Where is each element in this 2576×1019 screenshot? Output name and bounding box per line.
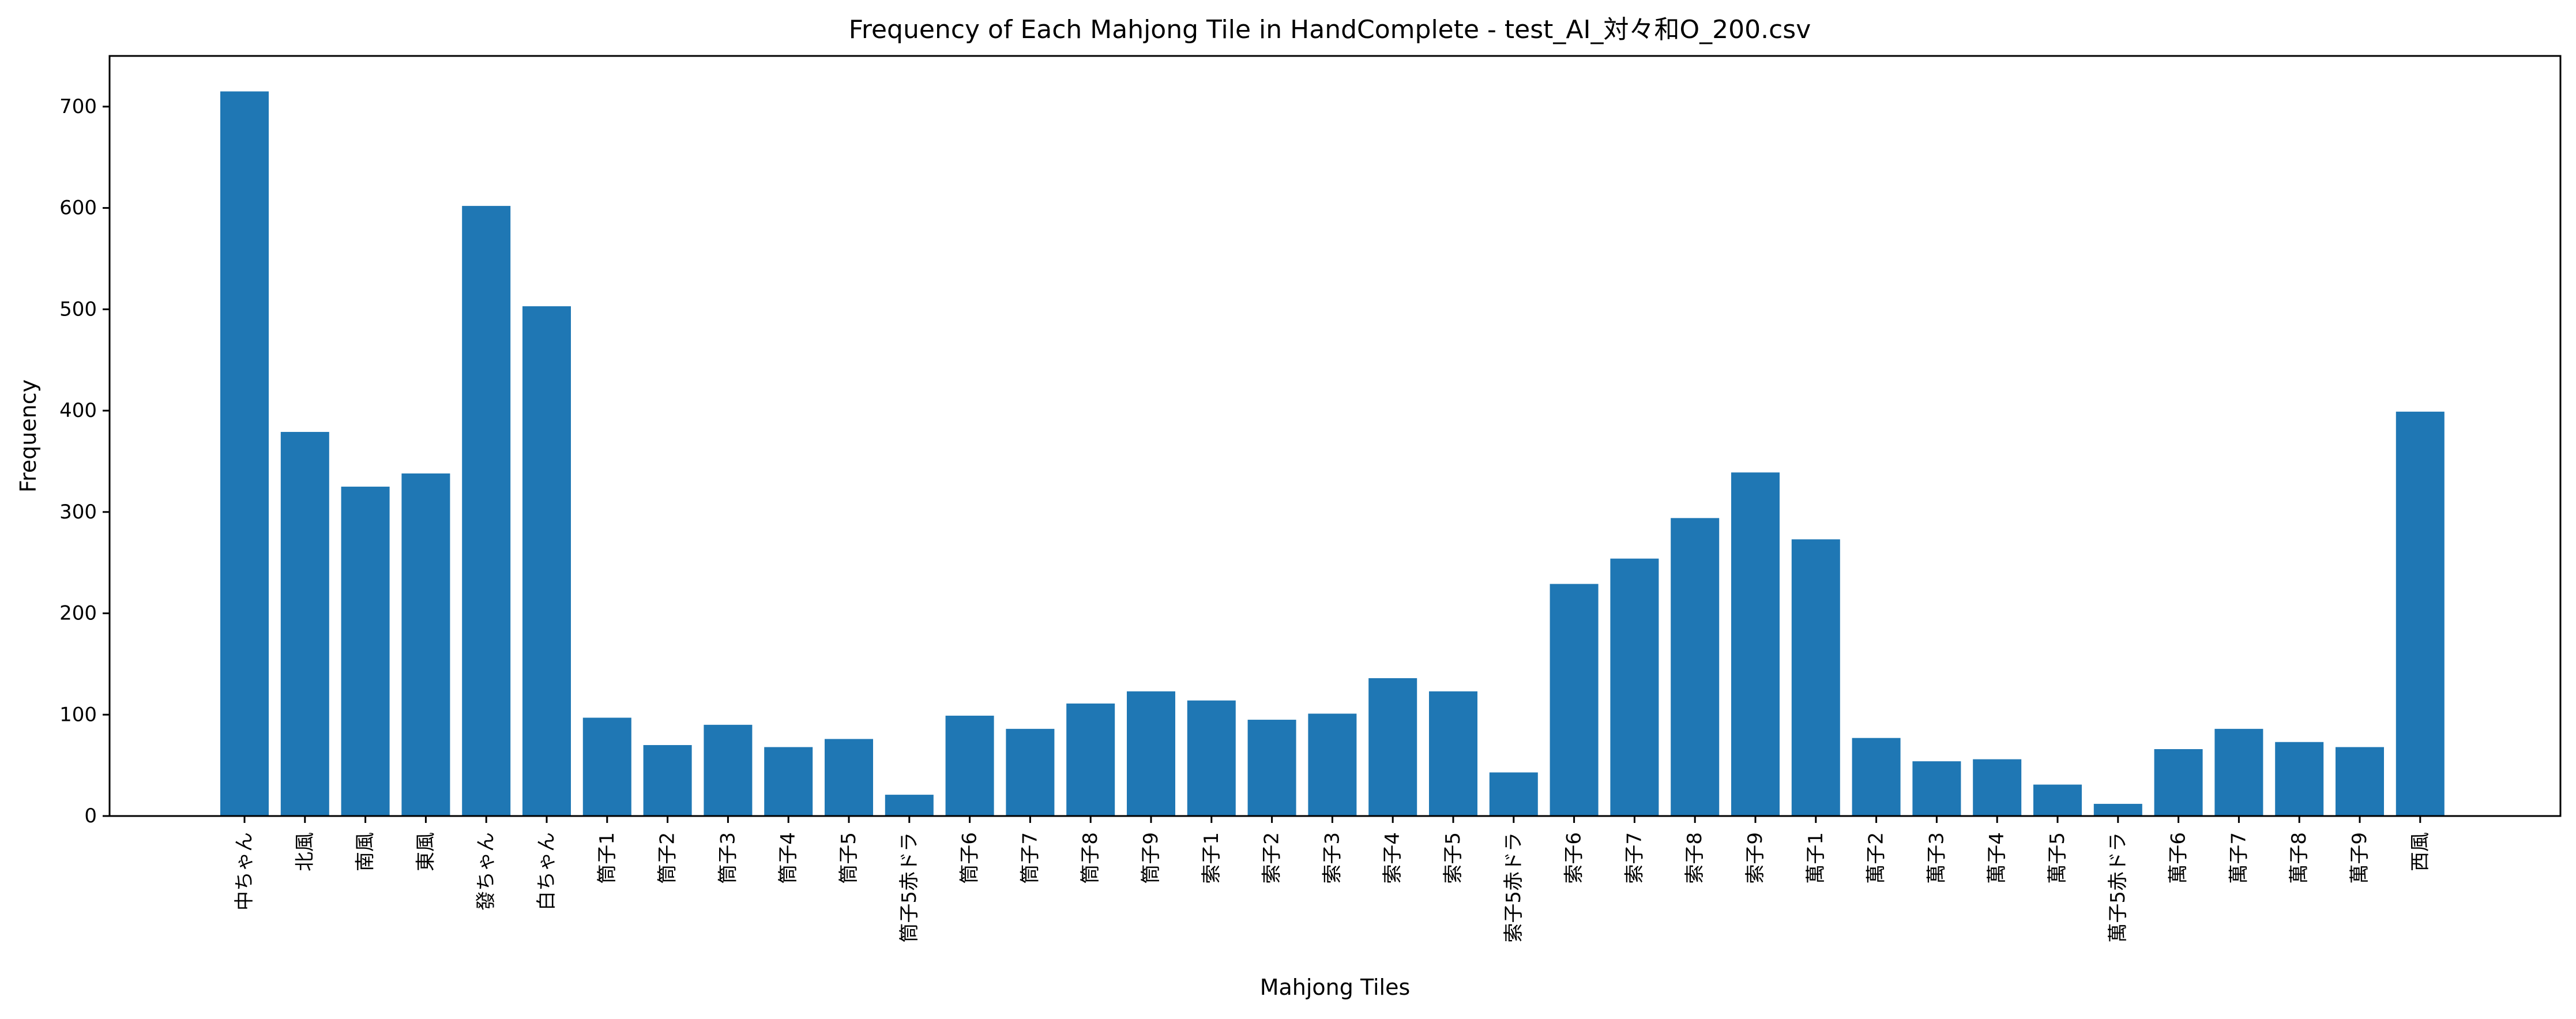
bar	[1973, 759, 2022, 816]
bar	[825, 739, 873, 816]
bar	[1429, 691, 1477, 816]
x-tick-label: 萬子9	[2348, 832, 2371, 884]
bar	[1187, 700, 1236, 816]
x-tick-label: 索子7	[1623, 832, 1646, 884]
x-tick-label: 索子5	[1442, 832, 1465, 884]
x-tick-label: 索子2	[1261, 832, 1284, 884]
bar	[1127, 691, 1175, 816]
x-tick-label: 萬子7	[2227, 832, 2250, 884]
x-tick-label: 中ちゃん	[233, 832, 256, 911]
x-tick-label: 萬子1	[1804, 832, 1827, 884]
chart-title: Frequency of Each Mahjong Tile in HandCo…	[849, 15, 1811, 44]
x-tick-label: 筒子2	[656, 832, 679, 884]
bar	[2336, 747, 2384, 816]
bar	[1308, 713, 1357, 816]
x-tick-label: 索子6	[1563, 832, 1586, 884]
bar	[2093, 803, 2142, 816]
bar	[1066, 703, 1115, 816]
bar	[220, 91, 269, 816]
bar	[280, 431, 329, 816]
y-tick-label: 0	[84, 804, 97, 828]
x-tick-label: 東風	[414, 832, 437, 871]
x-tick-label: 南風	[354, 832, 377, 871]
y-axis-label: Frequency	[16, 379, 41, 492]
bar	[2154, 749, 2203, 816]
x-axis-label: Mahjong Tiles	[1260, 975, 1411, 1000]
bar	[1006, 728, 1055, 816]
x-tick-label: 筒子1	[596, 832, 619, 884]
y-tick-label: 300	[59, 501, 97, 524]
bar	[764, 747, 813, 816]
bar	[643, 744, 692, 816]
y-tick-label: 700	[59, 95, 97, 118]
bars-group	[220, 91, 2445, 816]
bar	[1671, 518, 1720, 816]
x-tick-label: 筒子8	[1079, 832, 1102, 884]
y-tick-label: 200	[59, 602, 97, 625]
x-tick-label: 索子9	[1744, 832, 1767, 884]
x-tick-label: 筒子5赤ドラ	[898, 832, 921, 943]
x-tick-label: 筒子5	[837, 832, 860, 884]
bar	[1550, 584, 1599, 816]
x-tick-label: 西風	[2409, 832, 2432, 871]
bar	[1489, 772, 1538, 816]
x-tick-label: 索子5赤ドラ	[1502, 832, 1525, 943]
y-tick-label: 100	[59, 703, 97, 726]
x-tick-label: 發ちゃん	[475, 832, 498, 911]
x-tick-label: 筒子6	[958, 832, 981, 884]
x-tick-label: 筒子4	[777, 832, 800, 884]
x-tick-label: 北風	[294, 832, 317, 871]
x-tick-label: 萬子3	[1925, 832, 1948, 884]
x-tick-label: 萬子6	[2167, 832, 2190, 884]
x-tick-label: 索子4	[1381, 832, 1404, 884]
bar	[462, 206, 511, 816]
y-tick-label: 600	[59, 197, 97, 220]
bar	[401, 473, 450, 816]
bar	[1912, 761, 1961, 816]
x-tick-label: 萬子8	[2288, 832, 2311, 884]
bar	[522, 306, 571, 816]
bar	[1247, 720, 1296, 816]
x-tick-label: 白ちゃん	[535, 832, 558, 911]
bar	[2033, 784, 2082, 816]
x-tick-label: 筒子3	[716, 832, 739, 884]
x-tick-label: 萬子2	[1865, 832, 1888, 884]
bar	[1852, 738, 1901, 816]
x-tick-label: 萬子5赤ドラ	[2107, 832, 2130, 943]
y-axis-ticks: 0 100 200 300 400 500 600 700	[59, 95, 110, 828]
x-tick-label: 筒子7	[1018, 832, 1041, 884]
bar	[1791, 539, 1840, 816]
bar	[2396, 411, 2445, 816]
x-tick-label: 索子1	[1200, 832, 1223, 884]
bar	[945, 716, 994, 816]
bar	[341, 486, 390, 816]
bar	[885, 795, 934, 816]
x-tick-label: 索子8	[1683, 832, 1706, 884]
bar	[2275, 742, 2324, 816]
x-tick-label: 萬子4	[1985, 832, 2009, 884]
bar	[1368, 678, 1417, 816]
bar	[582, 717, 631, 816]
y-tick-label: 400	[59, 399, 97, 422]
bar	[2214, 728, 2263, 816]
y-tick-label: 500	[59, 298, 97, 321]
plot-frame	[108, 55, 2562, 817]
bar	[1731, 472, 1780, 816]
bar	[1610, 558, 1659, 816]
x-axis-ticks: 中ちゃん 北風 南風 東風 發ちゃん 白ちゃん 筒子1 筒子2 筒子3 筒子4 筒子5 筒子5赤ドラ 筒…	[233, 816, 2432, 943]
bar	[704, 724, 753, 816]
x-tick-label: 索子3	[1321, 832, 1344, 884]
x-tick-label: 萬子5	[2046, 832, 2069, 884]
x-tick-label: 筒子9	[1140, 832, 1163, 884]
